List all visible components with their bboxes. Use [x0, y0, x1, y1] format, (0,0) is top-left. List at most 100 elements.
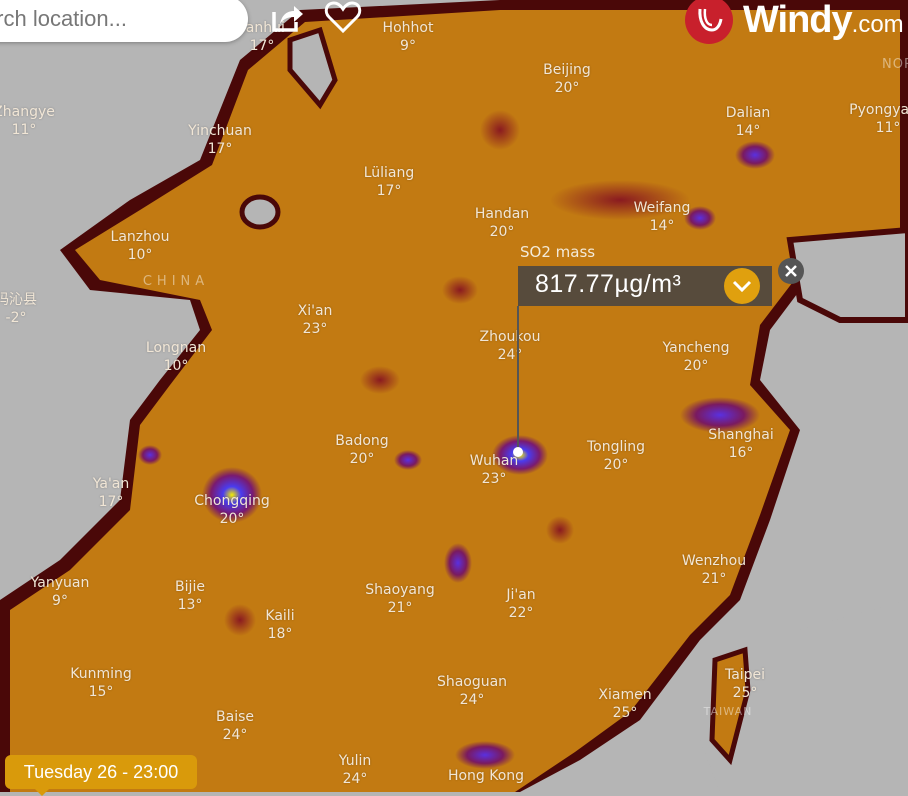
city-label[interactable]: Yinchuan 17°	[188, 122, 252, 158]
city-name: Kunming	[70, 666, 132, 682]
so2-patch	[442, 276, 478, 304]
city-temp: 25°	[612, 705, 638, 721]
city-temp: 20°	[219, 511, 245, 527]
search-input[interactable]	[0, 0, 239, 38]
city-name: Handan	[474, 206, 530, 222]
so2-patch	[550, 180, 690, 220]
city-temp: 23°	[481, 471, 507, 487]
city-temp: 23°	[302, 321, 328, 337]
city-label[interactable]: Beijing 20°	[543, 61, 591, 97]
city-label[interactable]: Hohhot 9°	[383, 19, 434, 55]
city-label[interactable]: Shaoyang 21°	[365, 581, 435, 617]
city-name: Tongling	[586, 439, 646, 455]
city-temp: 25°	[732, 685, 758, 701]
city-temp: 17°	[249, 38, 275, 54]
city-label[interactable]: Tongling 20°	[587, 438, 645, 474]
city-temp: 11°	[875, 120, 901, 136]
city-label[interactable]: Kaili 18°	[265, 607, 294, 643]
city-label[interactable]: Badong 20°	[335, 432, 388, 468]
city-temp: 14°	[649, 218, 675, 234]
city-temp: 15°	[88, 684, 114, 700]
windy-logo[interactable]: Windy.com	[685, 0, 904, 44]
expand-forecast-button[interactable]	[724, 268, 760, 304]
city-name: Pyongyang	[849, 102, 908, 118]
city-name: Dalian	[725, 105, 771, 121]
close-popup-button[interactable]	[778, 258, 804, 284]
city-name: Taipei	[724, 667, 766, 683]
city-temp: 24°	[459, 692, 485, 708]
city-label[interactable]: Kunming 15°	[70, 665, 132, 701]
city-label[interactable]: Xiamen 25°	[598, 686, 651, 722]
city-label[interactable]: 玛沁县 -2°	[0, 291, 37, 327]
so2-patch	[480, 110, 520, 150]
hotspot	[138, 445, 162, 465]
so2-patch	[224, 604, 256, 636]
city-temp: 16°	[728, 445, 754, 461]
city-name: Lanzhou	[110, 229, 170, 245]
city-name: Badong	[335, 433, 389, 449]
city-name: Yinchuan	[188, 123, 252, 139]
city-label[interactable]: Weifang 14°	[634, 199, 691, 235]
city-temp: 9°	[52, 593, 68, 609]
city-name: Lüliang	[363, 165, 415, 181]
city-label[interactable]: Xi'an 23°	[298, 302, 333, 338]
hotspot	[735, 141, 775, 169]
city-name: Hohhot	[382, 20, 434, 36]
city-label[interactable]: Wenzhou 21°	[682, 552, 746, 588]
share-icon	[272, 6, 303, 32]
city-label[interactable]: Lüliang 17°	[364, 164, 415, 200]
favorite-button[interactable]	[324, 0, 362, 38]
city-label[interactable]: Longnan 10°	[146, 339, 206, 375]
hotspot	[394, 450, 422, 470]
city-label[interactable]: Ji'an 22°	[506, 586, 535, 622]
city-temp: 20°	[349, 451, 375, 467]
city-name: Wuhan	[469, 453, 519, 469]
city-label[interactable]: Lanzhou 10°	[111, 228, 170, 264]
no-data-area	[287, 26, 338, 110]
picker-marker[interactable]	[513, 447, 523, 457]
city-label[interactable]: Shaoguan 24°	[437, 673, 507, 709]
timestamp-badge[interactable]: Tuesday 26 - 23:00	[5, 755, 197, 796]
city-label[interactable]: Zhoukou 24°	[480, 328, 541, 364]
value-popup: 817.77µg/m³	[518, 266, 772, 306]
city-label[interactable]: Shanghai 16°	[708, 426, 773, 462]
city-name: Zhangye	[0, 104, 55, 120]
city-temp: 20°	[683, 358, 709, 374]
city-label[interactable]: Baise 24°	[216, 708, 254, 744]
city-temp: -2°	[5, 310, 27, 326]
city-label[interactable]: Dalian 14°	[726, 104, 771, 140]
city-name: Xiamen	[598, 687, 652, 703]
layer-label: SO2 mass	[520, 243, 596, 261]
city-name: 玛沁县	[0, 292, 37, 308]
hotspot	[684, 206, 716, 230]
city-label[interactable]: Yulin 24°	[339, 752, 371, 788]
city-label[interactable]: Yancheng 20°	[662, 339, 729, 375]
city-temp: 21°	[387, 600, 413, 616]
city-name: Shaoyang	[365, 582, 435, 598]
city-label[interactable]: Chongqing 20°	[194, 492, 270, 528]
windy-logo-text: Windy.com	[743, 0, 904, 42]
city-name: Kaili	[265, 608, 295, 624]
chevron-down-icon	[732, 280, 752, 292]
city-label[interactable]: Hong Kong	[448, 767, 524, 785]
city-label[interactable]: Taipei 25°	[725, 666, 765, 702]
city-label[interactable]: Bijie 13°	[175, 578, 205, 614]
city-label[interactable]: Pyongyang 11°	[849, 101, 908, 137]
share-button[interactable]	[270, 2, 306, 38]
city-label[interactable]: Yanyuan 9°	[31, 574, 90, 610]
city-label[interactable]: Wuhan 23°	[470, 452, 519, 488]
city-name: Yanyuan	[30, 575, 90, 591]
city-temp: 24°	[497, 347, 523, 363]
city-temp: 9°	[400, 38, 416, 54]
city-name: Longnan	[145, 340, 207, 356]
city-label[interactable]: Ya'an 17°	[93, 475, 130, 511]
hotspot	[444, 543, 472, 583]
city-temp: 22°	[508, 605, 534, 621]
taiwan	[709, 646, 751, 766]
city-name: Chongqing	[194, 493, 270, 509]
city-temp: 17°	[207, 141, 233, 157]
city-label[interactable]: Handan 20°	[475, 205, 529, 241]
city-temp: 24°	[342, 771, 368, 787]
city-label[interactable]: Zhangye 11°	[0, 103, 55, 139]
